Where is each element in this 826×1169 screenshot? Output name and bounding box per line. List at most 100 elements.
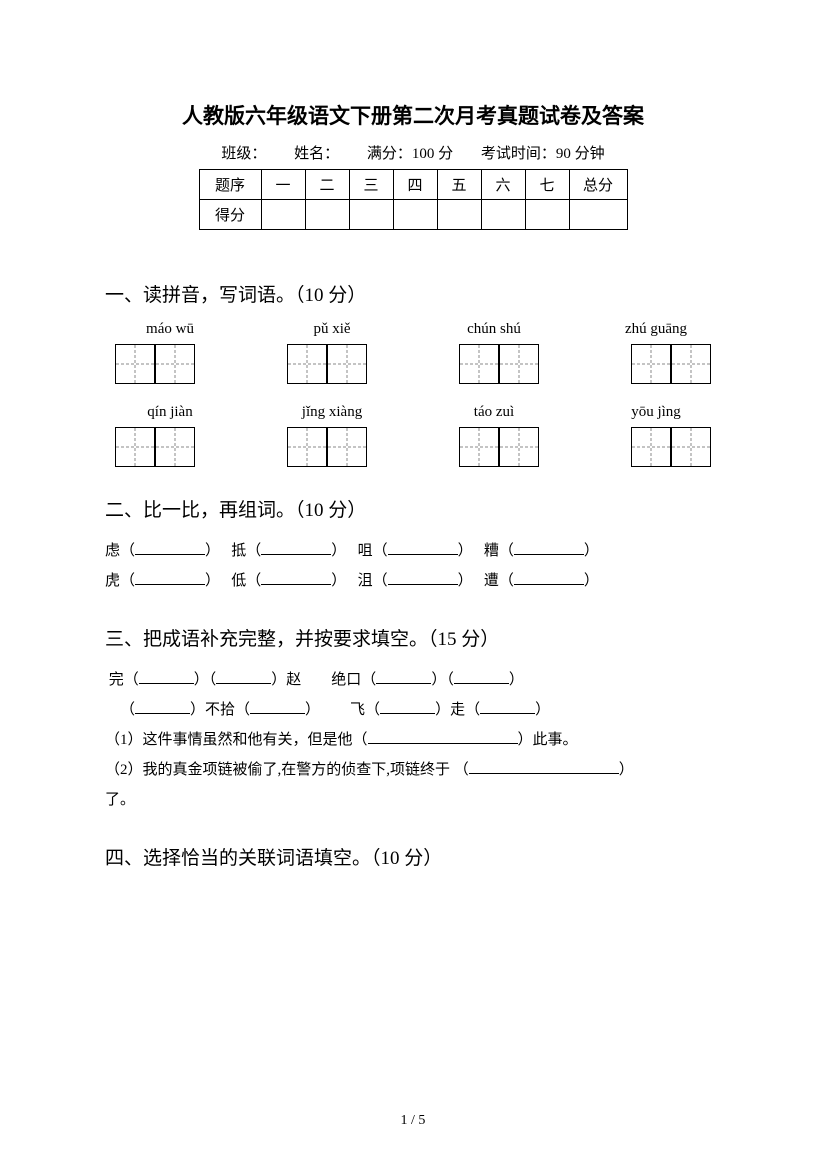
- text: （1）这件事情虽然和他有关，但是他（: [105, 732, 368, 748]
- class-label: 班级：: [221, 146, 266, 162]
- fill-line: 完（ ）（ ）赵 绝口（ ）（ ）: [105, 665, 721, 695]
- fill-line: 了。: [105, 785, 721, 815]
- tian-box: [327, 427, 367, 467]
- box-pair: [459, 344, 539, 384]
- cell-empty: [437, 200, 481, 230]
- blank: [250, 699, 305, 714]
- tian-box: [115, 427, 155, 467]
- writing-box-row: [115, 344, 711, 384]
- cell-empty: [393, 200, 437, 230]
- tian-box: [459, 344, 499, 384]
- text: ）: [205, 573, 220, 589]
- blank: [388, 570, 458, 585]
- blank: [388, 540, 458, 555]
- section-4-heading: 四、选择恰当的关联词语填空。（10 分）: [105, 843, 721, 870]
- cell-header: 题序: [199, 170, 261, 200]
- text: （: [120, 702, 135, 718]
- cell: 四: [393, 170, 437, 200]
- text: ）走（: [435, 702, 480, 718]
- tian-box: [327, 344, 367, 384]
- pinyin-label: táo zuì: [439, 404, 549, 421]
- text: ）（: [431, 672, 454, 688]
- cell-empty: [349, 200, 393, 230]
- text: ）: [458, 543, 473, 559]
- blank: [261, 570, 331, 585]
- text: ）此事。: [518, 732, 578, 748]
- tian-box: [671, 344, 711, 384]
- page-number: 1 / 5: [0, 1113, 826, 1129]
- cell-empty: [481, 200, 525, 230]
- text: 了。: [105, 792, 135, 808]
- pinyin-row-2: qín jiàn jǐng xiàng táo zuì yōu jìng: [115, 404, 711, 421]
- text: ）: [331, 573, 346, 589]
- tian-box: [631, 344, 671, 384]
- pinyin-label: chún shú: [439, 321, 549, 338]
- tian-box: [499, 344, 539, 384]
- text: ）赵: [271, 672, 301, 688]
- fill-line: 虎（） 低（） 沮（） 遭（）: [105, 566, 721, 596]
- box-pair: [287, 427, 367, 467]
- box-pair: [459, 427, 539, 467]
- blank: [514, 570, 584, 585]
- blank: [135, 540, 205, 555]
- text: ）: [584, 543, 599, 559]
- fill-line: （）不拾（） 飞（）走（）: [105, 695, 721, 725]
- fill-line: （2）我的真金项链被偷了,在警方的侦查下,项链终于 （）: [105, 755, 721, 785]
- text: 抵（: [231, 543, 261, 559]
- text: ）不拾（: [190, 702, 250, 718]
- tian-box: [287, 427, 327, 467]
- text: 飞（: [350, 702, 380, 718]
- text: 绝口（: [331, 672, 376, 688]
- tian-box: [631, 427, 671, 467]
- blank: [469, 759, 619, 774]
- tian-box: [115, 344, 155, 384]
- text: 遭（: [484, 573, 514, 589]
- table-row: 题序 一 二 三 四 五 六 七 总分: [199, 170, 627, 200]
- box-pair: [115, 427, 195, 467]
- box-pair: [115, 344, 195, 384]
- blank: [216, 669, 271, 684]
- cell: 七: [525, 170, 569, 200]
- text: 低（: [231, 573, 261, 589]
- text: ）（: [194, 672, 217, 688]
- pinyin-row-1: máo wū pǔ xiě chún shú zhú guāng: [115, 321, 711, 338]
- pinyin-label: qín jiàn: [115, 404, 225, 421]
- blank: [376, 669, 431, 684]
- tian-box: [155, 344, 195, 384]
- cell-empty: [305, 200, 349, 230]
- cell-empty: [525, 200, 569, 230]
- cell-header: 得分: [199, 200, 261, 230]
- text: 虑（: [105, 543, 135, 559]
- exam-info: 班级： 姓名： 满分：100 分 考试时间：90 分钟: [105, 142, 721, 163]
- section-3-heading: 三、把成语补充完整，并按要求填空。（15 分）: [105, 624, 721, 651]
- pinyin-label: jǐng xiàng: [277, 404, 387, 421]
- text: ）: [509, 672, 524, 688]
- text: ）: [584, 573, 599, 589]
- blank: [514, 540, 584, 555]
- writing-box-row: [115, 427, 711, 467]
- pinyin-label: zhú guāng: [601, 321, 711, 338]
- tian-box: [155, 427, 195, 467]
- cell-empty: [261, 200, 305, 230]
- box-pair: [287, 344, 367, 384]
- fill-line: （1）这件事情虽然和他有关，但是他（ ）此事。: [105, 725, 721, 755]
- name-label: 姓名：: [294, 146, 339, 162]
- tian-box: [459, 427, 499, 467]
- text: 虎（: [105, 573, 135, 589]
- text: 咀（: [358, 543, 388, 559]
- tian-box: [499, 427, 539, 467]
- cell: 一: [261, 170, 305, 200]
- blank: [135, 699, 190, 714]
- text: 完（: [109, 672, 139, 688]
- blank: [139, 669, 194, 684]
- cell-empty: [569, 200, 627, 230]
- exam-time: 考试时间：90 分钟: [481, 146, 605, 162]
- tian-box: [671, 427, 711, 467]
- table-row: 得分: [199, 200, 627, 230]
- blank: [135, 570, 205, 585]
- text: （2）我的真金项链被偷了,在警方的侦查下,项链终于 （: [105, 762, 469, 778]
- box-pair: [631, 427, 711, 467]
- text: 糟（: [484, 543, 514, 559]
- pinyin-label: máo wū: [115, 321, 225, 338]
- cell: 五: [437, 170, 481, 200]
